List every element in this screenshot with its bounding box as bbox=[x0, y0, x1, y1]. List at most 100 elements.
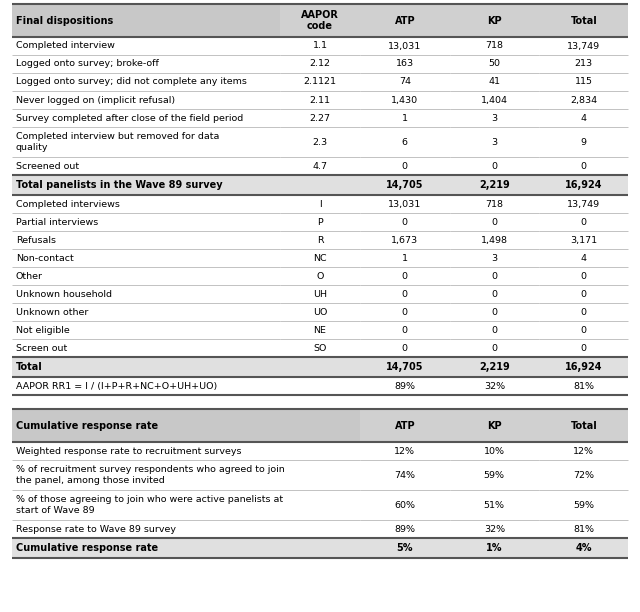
Text: Cumulative response rate: Cumulative response rate bbox=[16, 543, 158, 553]
Bar bbox=[280, 377, 360, 395]
Bar bbox=[12, 490, 360, 520]
Text: 0: 0 bbox=[492, 289, 497, 299]
Bar bbox=[12, 377, 280, 395]
Bar bbox=[539, 4, 628, 37]
Bar bbox=[539, 377, 628, 395]
Text: 12%: 12% bbox=[573, 447, 595, 455]
Bar bbox=[12, 267, 280, 285]
Text: KP: KP bbox=[487, 15, 502, 26]
Bar bbox=[12, 213, 280, 231]
Text: 2,219: 2,219 bbox=[479, 180, 509, 190]
Text: 2.11: 2.11 bbox=[310, 95, 330, 105]
Bar bbox=[280, 157, 360, 175]
Text: UO: UO bbox=[313, 307, 327, 316]
Text: O: O bbox=[316, 272, 324, 280]
Bar bbox=[449, 109, 539, 127]
Bar bbox=[280, 127, 360, 157]
Bar bbox=[449, 285, 539, 303]
Text: Not eligible: Not eligible bbox=[16, 326, 70, 335]
Bar bbox=[539, 538, 628, 558]
Bar bbox=[360, 55, 449, 73]
Text: 1: 1 bbox=[402, 113, 408, 122]
Text: 213: 213 bbox=[575, 59, 593, 69]
Text: Completed interview but removed for data
quality: Completed interview but removed for data… bbox=[16, 132, 220, 152]
Text: 6: 6 bbox=[402, 138, 408, 146]
Text: % of recruitment survey respondents who agreed to join
the panel, among those in: % of recruitment survey respondents who … bbox=[16, 465, 285, 485]
Bar bbox=[539, 91, 628, 109]
Text: 0: 0 bbox=[402, 162, 408, 171]
Text: 13,749: 13,749 bbox=[567, 42, 600, 51]
Bar bbox=[280, 321, 360, 339]
Bar bbox=[539, 321, 628, 339]
Text: 10%: 10% bbox=[484, 447, 505, 455]
Text: 0: 0 bbox=[580, 343, 587, 353]
Text: Total: Total bbox=[570, 420, 597, 430]
Text: 5%: 5% bbox=[397, 543, 413, 553]
Bar bbox=[449, 321, 539, 339]
Bar bbox=[360, 37, 449, 55]
Text: 163: 163 bbox=[396, 59, 414, 69]
Bar bbox=[360, 157, 449, 175]
Bar bbox=[12, 357, 280, 377]
Bar bbox=[280, 231, 360, 249]
Text: Survey completed after close of the field period: Survey completed after close of the fiel… bbox=[16, 113, 243, 122]
Text: 16,924: 16,924 bbox=[565, 362, 602, 372]
Text: 0: 0 bbox=[580, 326, 587, 335]
Bar bbox=[360, 490, 449, 520]
Text: 115: 115 bbox=[575, 78, 593, 86]
Text: UH: UH bbox=[313, 289, 327, 299]
Text: NC: NC bbox=[313, 253, 327, 263]
Text: 0: 0 bbox=[580, 217, 587, 226]
Bar bbox=[539, 231, 628, 249]
Text: Total: Total bbox=[570, 15, 597, 26]
Bar bbox=[449, 127, 539, 157]
Text: 3,171: 3,171 bbox=[570, 236, 597, 245]
Bar bbox=[12, 460, 360, 490]
Bar bbox=[12, 249, 280, 267]
Bar bbox=[280, 195, 360, 213]
Bar bbox=[449, 490, 539, 520]
Text: 2,834: 2,834 bbox=[570, 95, 597, 105]
Text: 74%: 74% bbox=[394, 471, 415, 479]
Bar bbox=[360, 520, 449, 538]
Text: 0: 0 bbox=[580, 289, 587, 299]
Bar bbox=[539, 490, 628, 520]
Text: Total: Total bbox=[16, 362, 43, 372]
Bar bbox=[12, 175, 280, 195]
Bar bbox=[12, 538, 360, 558]
Text: 4: 4 bbox=[580, 253, 587, 263]
Bar bbox=[539, 339, 628, 357]
Text: 14,705: 14,705 bbox=[386, 180, 424, 190]
Text: 32%: 32% bbox=[484, 381, 505, 390]
Bar bbox=[12, 339, 280, 357]
Text: 0: 0 bbox=[492, 326, 497, 335]
Text: Unknown other: Unknown other bbox=[16, 307, 88, 316]
Text: 0: 0 bbox=[402, 307, 408, 316]
Bar bbox=[360, 285, 449, 303]
Bar bbox=[360, 249, 449, 267]
Bar bbox=[12, 37, 280, 55]
Text: KP: KP bbox=[487, 420, 502, 430]
Text: Final dispositions: Final dispositions bbox=[16, 15, 113, 26]
Text: Cumulative response rate: Cumulative response rate bbox=[16, 420, 158, 430]
Text: Logged onto survey; broke-off: Logged onto survey; broke-off bbox=[16, 59, 159, 69]
Bar bbox=[360, 91, 449, 109]
Bar bbox=[360, 4, 449, 37]
Text: 3: 3 bbox=[492, 113, 497, 122]
Bar bbox=[12, 73, 280, 91]
Text: 1%: 1% bbox=[486, 543, 502, 553]
Bar bbox=[280, 213, 360, 231]
Text: NE: NE bbox=[314, 326, 326, 335]
Text: % of those agreeing to join who were active panelists at
start of Wave 89: % of those agreeing to join who were act… bbox=[16, 495, 283, 515]
Bar bbox=[449, 339, 539, 357]
Bar bbox=[449, 73, 539, 91]
Text: 0: 0 bbox=[492, 343, 497, 353]
Text: Total panelists in the Wave 89 survey: Total panelists in the Wave 89 survey bbox=[16, 180, 223, 190]
Bar bbox=[449, 213, 539, 231]
Bar bbox=[12, 157, 280, 175]
Bar bbox=[449, 91, 539, 109]
Bar bbox=[539, 195, 628, 213]
Bar bbox=[360, 267, 449, 285]
Text: Completed interviews: Completed interviews bbox=[16, 200, 120, 209]
Text: Logged onto survey; did not complete any items: Logged onto survey; did not complete any… bbox=[16, 78, 247, 86]
